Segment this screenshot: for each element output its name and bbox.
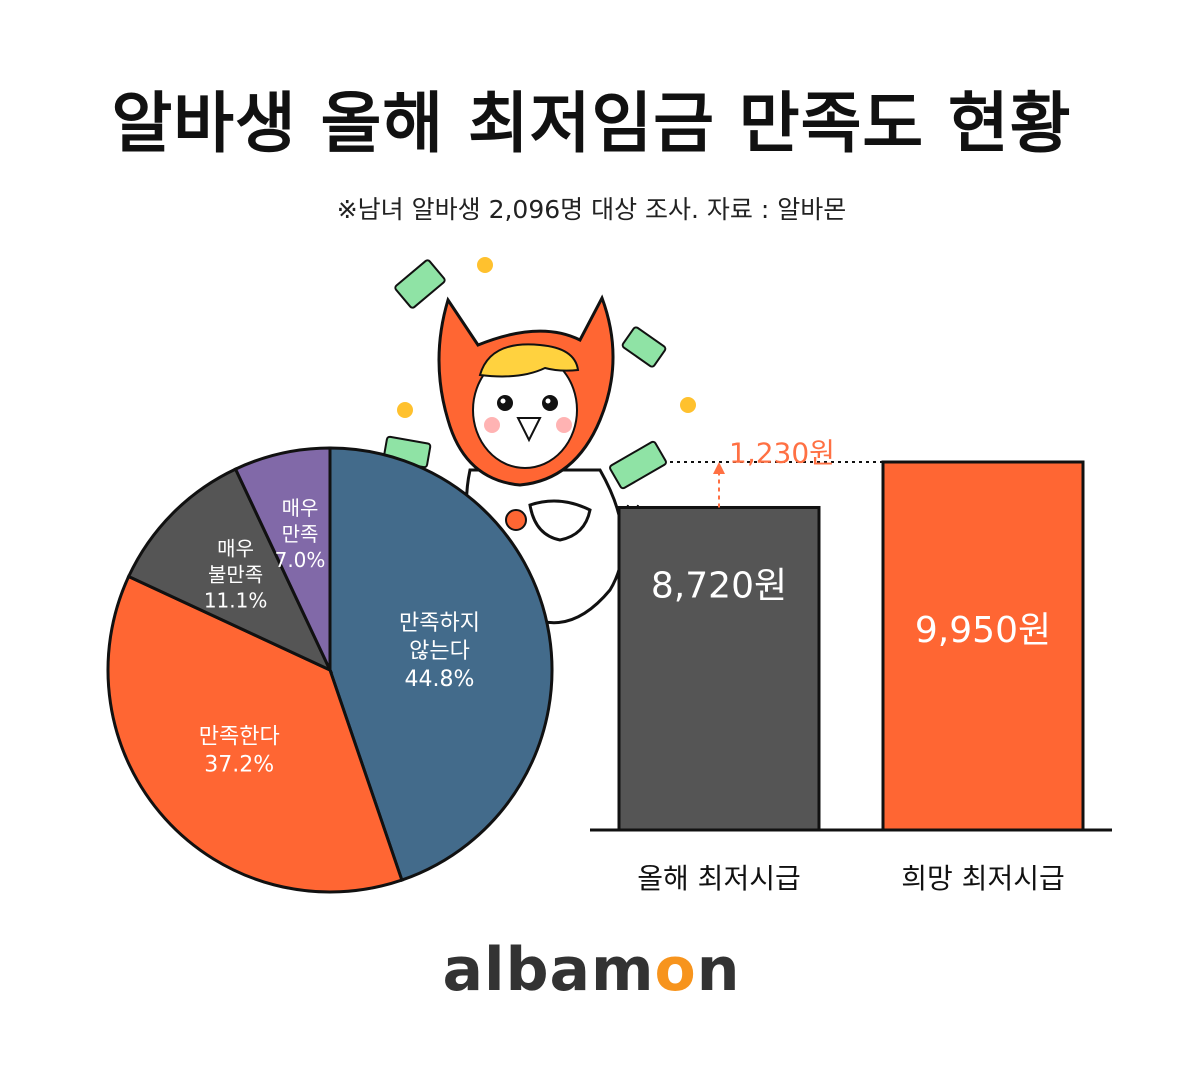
page-subtitle: ※남녀 알바생 2,096명 대상 조사. 자료 : 알바몬 <box>336 195 847 224</box>
pie-slice <box>106 574 404 894</box>
pie-category-label: 불만족 <box>208 563 263 587</box>
pie-category-label: 만족하지 <box>399 611 480 636</box>
bar-value-label: 8,720원 <box>651 565 787 606</box>
pie-category-label: 않는다 <box>409 639 470 664</box>
pie-value-label: 7.0% <box>275 548 326 572</box>
pie-slice <box>233 446 332 671</box>
bar-category-label: 희망 최저시급 <box>901 862 1064 895</box>
pie-slice <box>328 446 554 882</box>
bar-value-label: 9,950원 <box>915 610 1051 651</box>
difference-label: 1,230원 <box>729 437 835 470</box>
bar <box>617 505 821 832</box>
page-title: 알바생 올해 최저임금 만족도 현황 <box>111 85 1072 162</box>
bar <box>881 460 1085 832</box>
pie-category-label: 매우 <box>217 537 254 561</box>
pie-slice <box>126 467 334 674</box>
pie-value-label: 37.2% <box>204 753 274 778</box>
bar-category-label: 올해 최저시급 <box>637 862 800 895</box>
pie-value-label: 44.8% <box>405 667 475 692</box>
mascot-illustration <box>437 294 639 625</box>
albamon-logo: albamon <box>442 935 741 1005</box>
difference-arrowhead <box>713 462 725 474</box>
pie-category-label: 만족한다 <box>199 725 280 750</box>
pie-category-label: 매우 <box>282 496 319 520</box>
pie-category-label: 만족 <box>282 522 319 546</box>
pie-value-label: 11.1% <box>204 589 268 613</box>
